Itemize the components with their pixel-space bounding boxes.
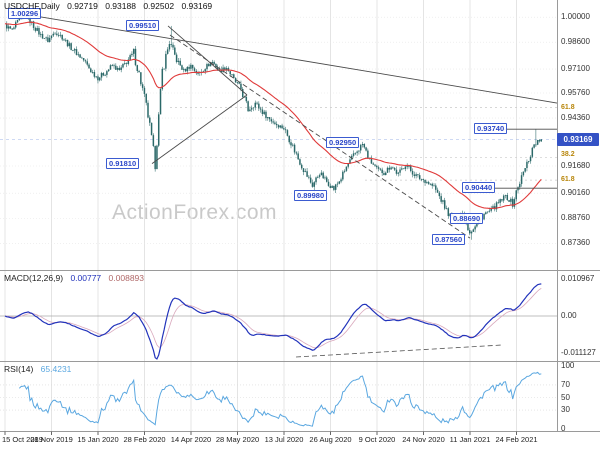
price-flag: 0.88690	[450, 213, 484, 225]
date-axis-label: 15 Oct 2019	[2, 435, 43, 444]
macd-indicator-header: MACD(12,26,9) 0.00777 0.008893	[4, 273, 149, 283]
macd-signal-value: 0.008893	[108, 273, 144, 283]
ohlc-low-value: 0.92502	[143, 1, 175, 11]
symbol-timeframe-label: USDCHF,Daily	[4, 1, 60, 11]
price-flag: 0.93740	[474, 123, 508, 135]
rsi-axis-label: 50	[561, 392, 570, 402]
price-flag: 0.91810	[106, 157, 140, 169]
price-flag: 0.89980	[294, 190, 328, 202]
price-axis-label: 0.94360	[561, 113, 590, 123]
rsi-axis-label: 30	[561, 405, 570, 415]
date-axis-label: 9 Oct 2020	[358, 435, 396, 444]
price-axis-label: 0.97100	[561, 64, 590, 74]
date-axis-label: 11 Jan 2021	[449, 435, 491, 444]
rsi-indicator-header: RSI(14) 65.4231	[4, 364, 76, 374]
fib-level-label: 61.8	[561, 176, 575, 184]
date-axis-label: 28 Nov 2019	[30, 435, 73, 444]
price-flag: 0.90440	[462, 182, 496, 194]
price-axis-label: 0.98600	[561, 37, 590, 47]
rsi-value: 65.4231	[40, 364, 72, 374]
macd-value: 0.00777	[70, 273, 102, 283]
price-axis-label: 0.91680	[561, 161, 590, 170]
macd-axis-label: 0.010967	[561, 274, 595, 284]
price-axis-label: 0.95760	[561, 88, 590, 97]
price-axis-label: 0.90160	[561, 188, 590, 198]
ohlc-open-value: 0.92719	[67, 1, 98, 11]
price-flag: 1.00296	[8, 8, 42, 19]
price-flag: 0.92950	[326, 137, 360, 149]
macd-axis-label: -0.011127	[561, 348, 596, 358]
price-flag: 0.87560	[432, 233, 466, 245]
rsi-axis-label: 100	[561, 361, 575, 370]
date-axis-label: 24 Nov 2020	[402, 435, 445, 444]
rsi-axis-label: 70	[561, 379, 570, 389]
price-axis-label: 0.87360	[561, 238, 590, 248]
fib-level-label: 61.8	[561, 103, 575, 111]
date-axis-label: 15 Jan 2020	[77, 435, 119, 444]
macd-label: MACD(12,26,9)	[4, 273, 64, 283]
ohlc-high-value: 0.93188	[105, 1, 136, 11]
date-axis-label: 24 Feb 2021	[495, 435, 538, 444]
symbol-ohlc-header: USDCHF,Daily 0.92719 0.93188 0.92502 0.9…	[4, 1, 217, 12]
date-axis-label: 28 Feb 2020	[123, 435, 166, 444]
price-axis-label: 0.88760	[561, 213, 590, 223]
ohlc-close-value: 0.93169	[181, 1, 213, 11]
fib-level-label: 38.2	[561, 151, 575, 159]
date-axis-label: 28 May 2020	[215, 435, 260, 444]
macd-axis-label: 0.00	[561, 311, 577, 320]
rsi-label: RSI(14)	[4, 364, 34, 374]
current-price-tag: 0.93169	[557, 132, 599, 146]
date-axis-label: 14 Apr 2020	[170, 435, 212, 444]
price-axis-label: 1.00000	[561, 12, 590, 22]
date-axis-label: 13 Jul 2020	[264, 435, 304, 444]
price-flag: 0.99510	[126, 19, 160, 31]
rsi-axis-label: 0	[561, 424, 566, 433]
date-axis-label: 26 Aug 2020	[309, 435, 352, 444]
